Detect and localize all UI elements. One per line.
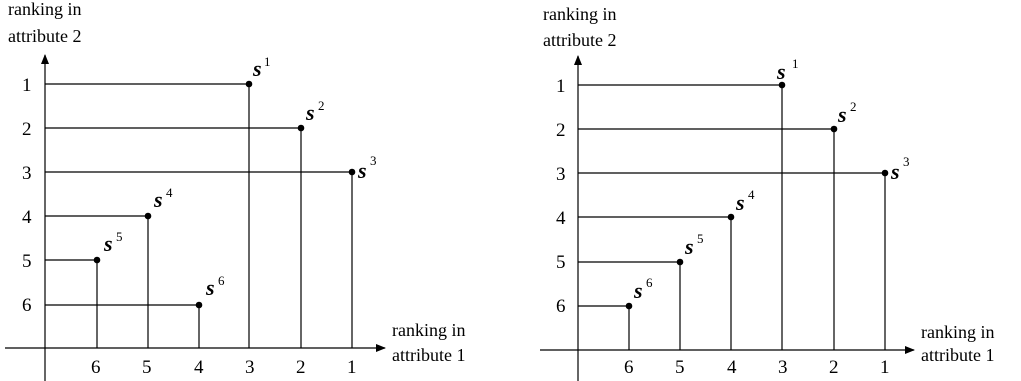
s2-superscript: 2	[318, 98, 325, 113]
y-tick-1: 1	[22, 75, 32, 96]
y-tick-6: 6	[22, 295, 32, 316]
x-axis-label-line1: ranking in	[921, 322, 995, 342]
s2-dot	[297, 124, 305, 132]
s5-label: s	[684, 234, 694, 259]
y-tick-6: 6	[556, 296, 566, 317]
x-axis-label-line1: ranking in	[392, 320, 466, 340]
y-tick-5: 5	[556, 252, 566, 273]
s6-superscript: 6	[646, 275, 653, 290]
y-axis-label-line1: ranking in	[543, 4, 617, 24]
x-tick-3: 3	[245, 357, 255, 378]
s3-superscript: 3	[370, 153, 377, 168]
y-tick-4: 4	[556, 208, 566, 229]
x-tick-6: 6	[624, 357, 634, 378]
s1-label: s	[776, 59, 786, 84]
diagram-left: ranking in attribute 2 ranking in attrib…	[5, 0, 466, 381]
s5-superscript: 5	[116, 229, 123, 244]
y-tick-2: 2	[556, 120, 566, 141]
x-tick-4: 4	[727, 357, 737, 378]
x-tick-3: 3	[778, 357, 788, 378]
s5-dot	[676, 258, 684, 266]
s6-label: s	[633, 278, 643, 303]
s2-label: s	[305, 100, 315, 125]
s6-dot	[625, 302, 633, 310]
s3-dot	[881, 169, 889, 177]
s4-dot	[727, 213, 735, 221]
x-tick-1: 1	[880, 357, 890, 378]
s5-dot	[93, 256, 101, 264]
x-axis-label-line2: attribute 1	[921, 345, 994, 365]
point-s3: s 3	[45, 153, 377, 348]
s1-dot	[778, 81, 786, 89]
x-tick-6: 6	[91, 357, 101, 378]
x-tick-5: 5	[142, 357, 152, 378]
point-s2: s 2	[45, 98, 325, 348]
point-s5: s 5	[578, 231, 704, 350]
s2-dot	[830, 125, 838, 133]
s3-dot	[348, 168, 356, 176]
s1-label: s	[252, 56, 262, 81]
s6-dot	[195, 301, 203, 309]
s4-dot	[144, 212, 152, 220]
s3-label: s	[357, 158, 367, 183]
y-tick-3: 3	[556, 164, 566, 185]
s4-superscript: 4	[748, 187, 755, 202]
s4-label: s	[153, 187, 163, 212]
s4-superscript: 4	[166, 185, 173, 200]
y-axis-label-line1: ranking in	[8, 0, 82, 19]
x-tick-2: 2	[296, 357, 306, 378]
y-tick-1: 1	[556, 76, 566, 97]
x-tick-2: 2	[829, 357, 839, 378]
point-s6: s 6	[45, 273, 225, 348]
x-tick-5: 5	[675, 357, 685, 378]
diagram-right: ranking in attribute 2 ranking in attrib…	[540, 4, 995, 381]
s4-label: s	[735, 190, 745, 215]
point-s2: s 2	[578, 99, 857, 350]
point-s4: s 4	[578, 187, 755, 350]
s5-label: s	[103, 231, 113, 256]
s6-superscript: 6	[218, 273, 225, 288]
s6-label: s	[205, 275, 215, 300]
s3-superscript: 3	[903, 154, 910, 169]
s2-label: s	[837, 102, 847, 127]
y-axis-label-line2: attribute 2	[8, 26, 81, 46]
y-tick-5: 5	[22, 251, 32, 272]
s2-superscript: 2	[850, 99, 857, 114]
x-axis-label-line2: attribute 1	[392, 345, 465, 365]
s5-superscript: 5	[697, 231, 704, 246]
s1-superscript: 1	[264, 54, 271, 69]
point-s4: s 4	[45, 185, 173, 348]
y-tick-4: 4	[22, 207, 32, 228]
y-axis-label-line2: attribute 2	[543, 30, 616, 50]
s3-label: s	[890, 159, 900, 184]
s1-dot	[245, 80, 253, 88]
x-tick-1: 1	[347, 357, 357, 378]
y-tick-3: 3	[22, 163, 32, 184]
point-s5: s 5	[45, 229, 123, 348]
point-s3: s 3	[578, 154, 910, 350]
s1-superscript: 1	[792, 56, 799, 71]
point-s6: s 6	[578, 275, 653, 350]
x-tick-4: 4	[194, 357, 204, 378]
y-tick-2: 2	[22, 119, 32, 140]
